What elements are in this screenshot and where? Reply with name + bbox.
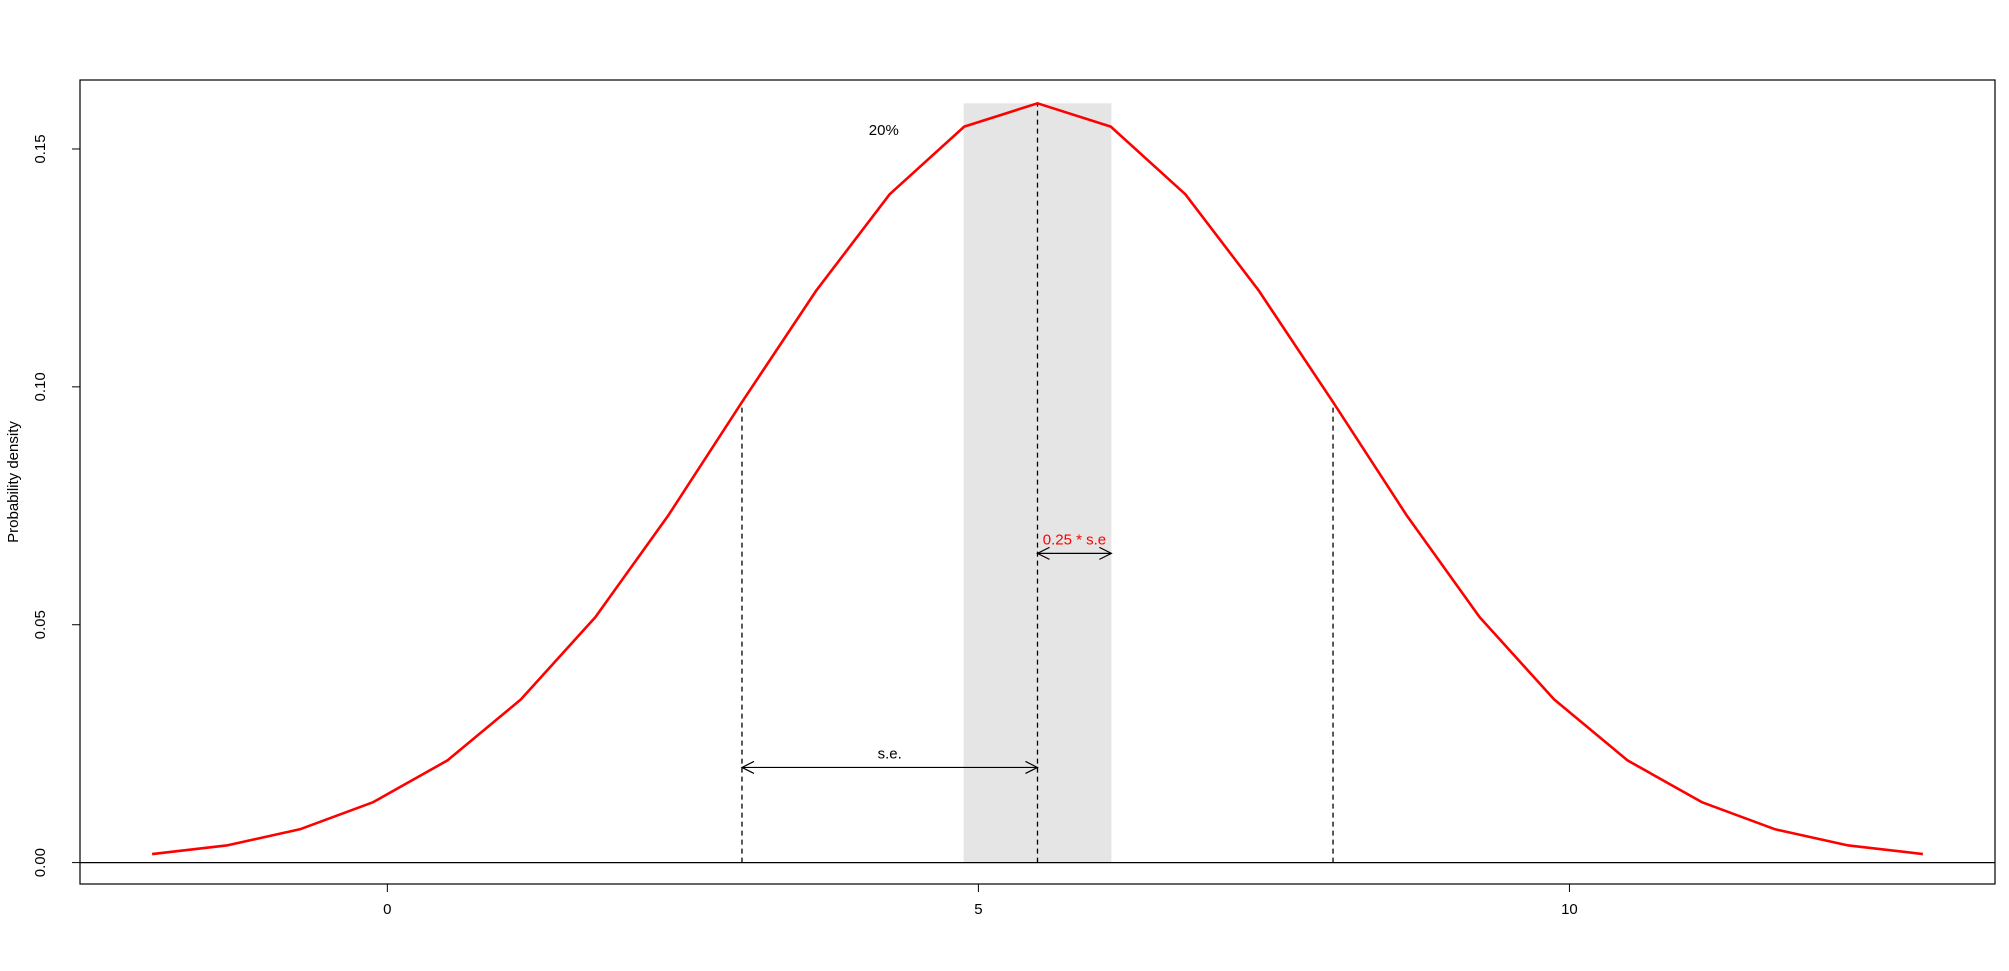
arrow-head-left xyxy=(1036,546,1050,560)
y-axis: 0.00 0.05 0.10 0.15 xyxy=(32,134,80,877)
annotation-arrows xyxy=(740,546,1113,774)
y-tick-label: 0.00 xyxy=(32,848,49,877)
x-tick-label: 5 xyxy=(974,901,982,918)
arrow-head-right xyxy=(1025,760,1039,774)
x-tick-label: 10 xyxy=(1561,901,1578,918)
y-axis-label: Probability density xyxy=(5,421,22,543)
percent-annotation: 20% xyxy=(869,122,899,139)
se-arrow-label: s.e. xyxy=(878,745,902,762)
y-tick-label: 0.10 xyxy=(32,372,49,401)
arrow-head-right xyxy=(1099,546,1113,560)
density-series-line xyxy=(151,102,1924,856)
arrow-head-left xyxy=(740,760,755,774)
y-tick-label: 0.15 xyxy=(32,134,49,163)
density-curve xyxy=(151,102,1924,856)
x-axis: 0 5 10 xyxy=(383,884,1578,918)
reference-lines xyxy=(741,103,1334,863)
x-tick-label: 0 xyxy=(383,901,391,918)
y-tick-label: 0.05 xyxy=(32,610,49,639)
quarter-se-arrow-label: 0.25 * s.e xyxy=(1043,531,1106,548)
plot-frame xyxy=(79,79,1996,885)
